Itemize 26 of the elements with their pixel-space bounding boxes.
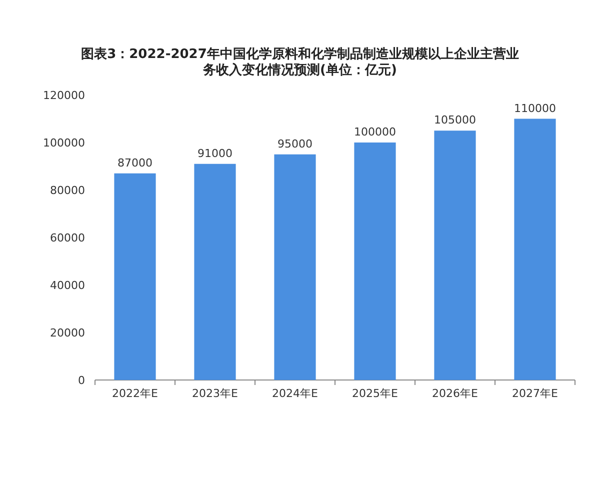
y-tick-label: 100000 xyxy=(43,136,85,150)
data-label: 100000 xyxy=(354,126,396,138)
x-tick-label: 2025年E xyxy=(352,387,398,400)
data-label: 95000 xyxy=(278,137,312,150)
bar xyxy=(274,154,316,380)
bar xyxy=(514,118,556,380)
x-tick-label: 2027年E xyxy=(512,387,558,400)
data-label: 105000 xyxy=(434,114,476,127)
bar xyxy=(354,142,396,380)
x-tick-label: 2026年E xyxy=(432,387,478,400)
y-tick-label: 80000 xyxy=(50,184,85,197)
data-label: 87000 xyxy=(118,156,152,170)
bar xyxy=(194,164,236,380)
y-tick-label: 20000 xyxy=(50,326,85,340)
y-tick-label: 40000 xyxy=(50,279,85,292)
title: 图表3：2022-2027年中国化学原料和化学制品制造业规模以上企业主营业务收入变化情况预测(单位：亿元) xyxy=(81,47,519,78)
y-tick-label: 120000 xyxy=(43,89,85,102)
bar xyxy=(114,173,156,380)
y-tick-label: 60000 xyxy=(50,232,85,244)
data-label: 110000 xyxy=(514,102,556,115)
x-tick-label: 2024年E xyxy=(272,387,318,400)
bar xyxy=(434,130,476,380)
y-tick-label: 0 xyxy=(78,374,85,387)
x-tick-label: 2022年E xyxy=(112,387,158,400)
x-tick-label: 2023年E xyxy=(192,387,238,400)
data-label: 91000 xyxy=(198,146,232,160)
